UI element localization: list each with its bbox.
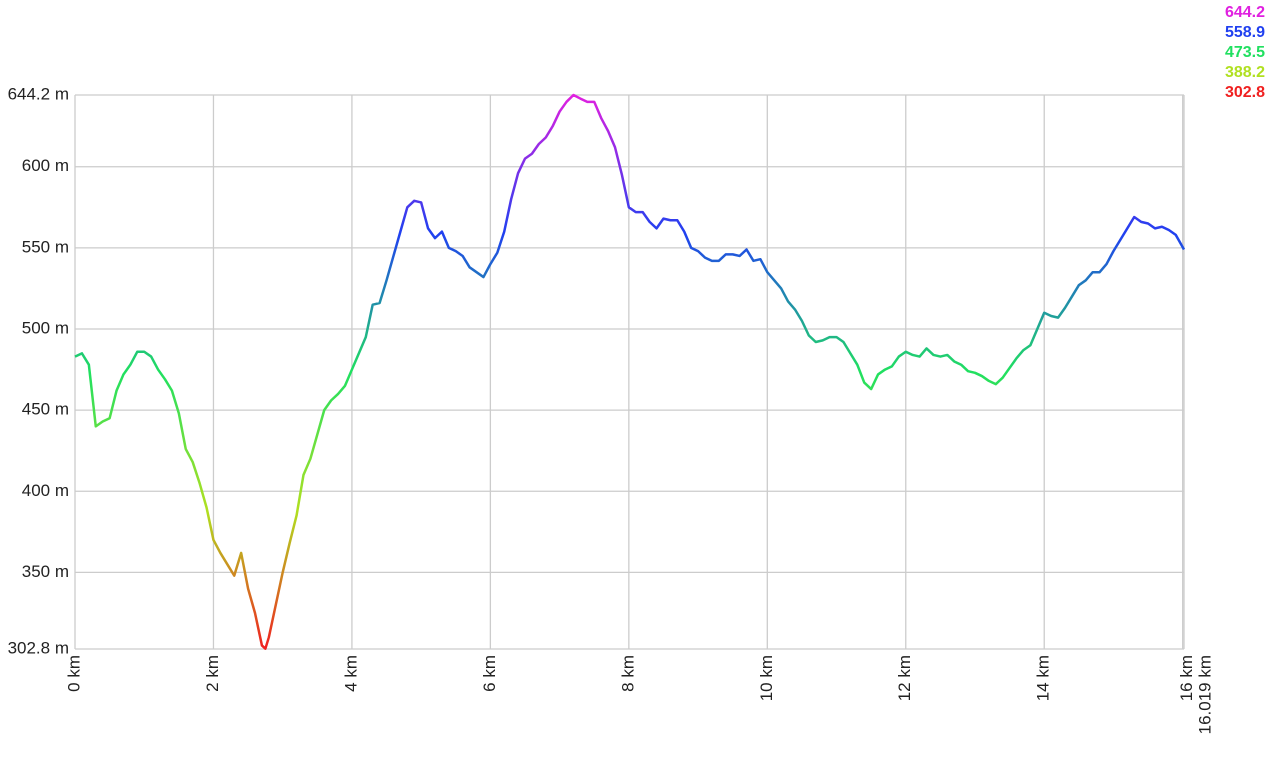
y-tick-label: 644.2 m	[8, 84, 69, 103]
legend-label: 388.2	[1225, 64, 1265, 81]
y-tick-label: 500 m	[22, 318, 69, 337]
legend-label: 302.8	[1225, 84, 1265, 101]
elevation-line	[74, 93, 1186, 650]
y-tick-label: 550 m	[22, 237, 69, 256]
y-tick-label: 400 m	[22, 481, 69, 500]
y-tick-label: 302.8 m	[8, 638, 69, 657]
x-tick-label: 4 km	[341, 655, 360, 692]
x-tick-label: 6 km	[480, 655, 499, 692]
x-tick-label: 2 km	[203, 655, 222, 692]
legend-label: 558.9	[1225, 24, 1265, 41]
legend-label: 473.5	[1225, 44, 1265, 61]
x-tick-label: 0 km	[64, 655, 83, 692]
x-tick-label: 16 km	[1177, 655, 1196, 701]
y-tick-label: 600 m	[22, 156, 69, 175]
y-tick-label: 350 m	[22, 562, 69, 581]
x-tick-label: 12 km	[895, 655, 914, 701]
x-tick-label: 16.019 km	[1195, 655, 1214, 734]
x-tick-label: 14 km	[1034, 655, 1053, 701]
y-tick-label: 450 m	[22, 400, 69, 419]
legend-label: 644.2	[1225, 4, 1265, 21]
x-tick-label: 8 km	[618, 655, 637, 692]
x-tick-label: 10 km	[757, 655, 776, 701]
